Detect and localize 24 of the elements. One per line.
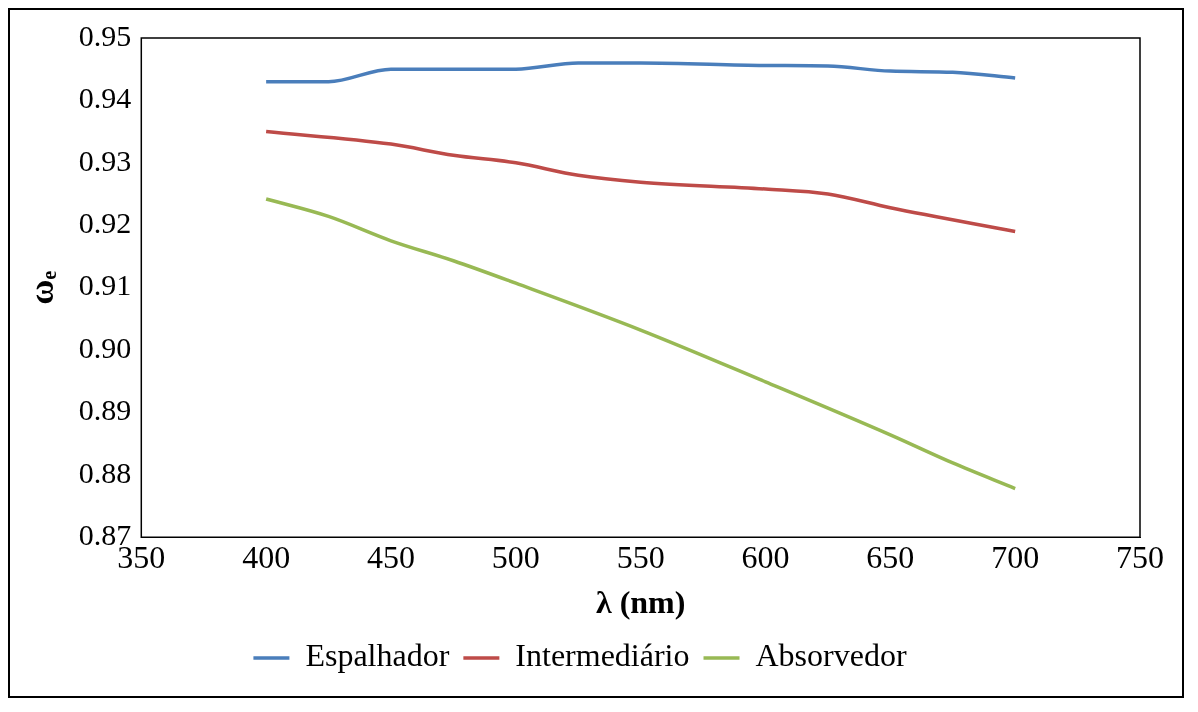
y-tick-label: 0.92	[78, 206, 132, 240]
legend-label: Intermediário	[515, 637, 690, 674]
x-tick-label: 700	[991, 538, 1040, 575]
x-tick-label: 400	[242, 538, 291, 575]
y-tick-label: 0.95	[78, 18, 132, 52]
x-tick-label: 650	[866, 538, 915, 575]
y-tick-label: 0.93	[78, 143, 132, 177]
y-tick-label: 0.91	[78, 268, 132, 302]
y-tick-label: 0.94	[78, 81, 132, 115]
x-tick-label: 750	[1116, 538, 1164, 575]
x-tick-label: 600	[741, 538, 790, 575]
x-tick-label: 500	[491, 538, 540, 575]
line-series	[264, 61, 1017, 84]
y-tick-label: 0.89	[78, 393, 132, 427]
x-tick-label: 450	[366, 538, 415, 575]
line-series	[264, 197, 1017, 491]
legend-label: Absorvedor	[755, 637, 907, 674]
y-tick-label: 0.88	[78, 455, 132, 489]
x-tick-label: 550	[616, 538, 665, 575]
line-series	[264, 129, 1017, 234]
x-axis-title: λ (nm)	[595, 584, 686, 621]
y-tick-label: 0.90	[78, 330, 132, 364]
legend-label: Espalhador	[305, 637, 450, 674]
y-axis-title: ωₑ	[23, 270, 61, 305]
